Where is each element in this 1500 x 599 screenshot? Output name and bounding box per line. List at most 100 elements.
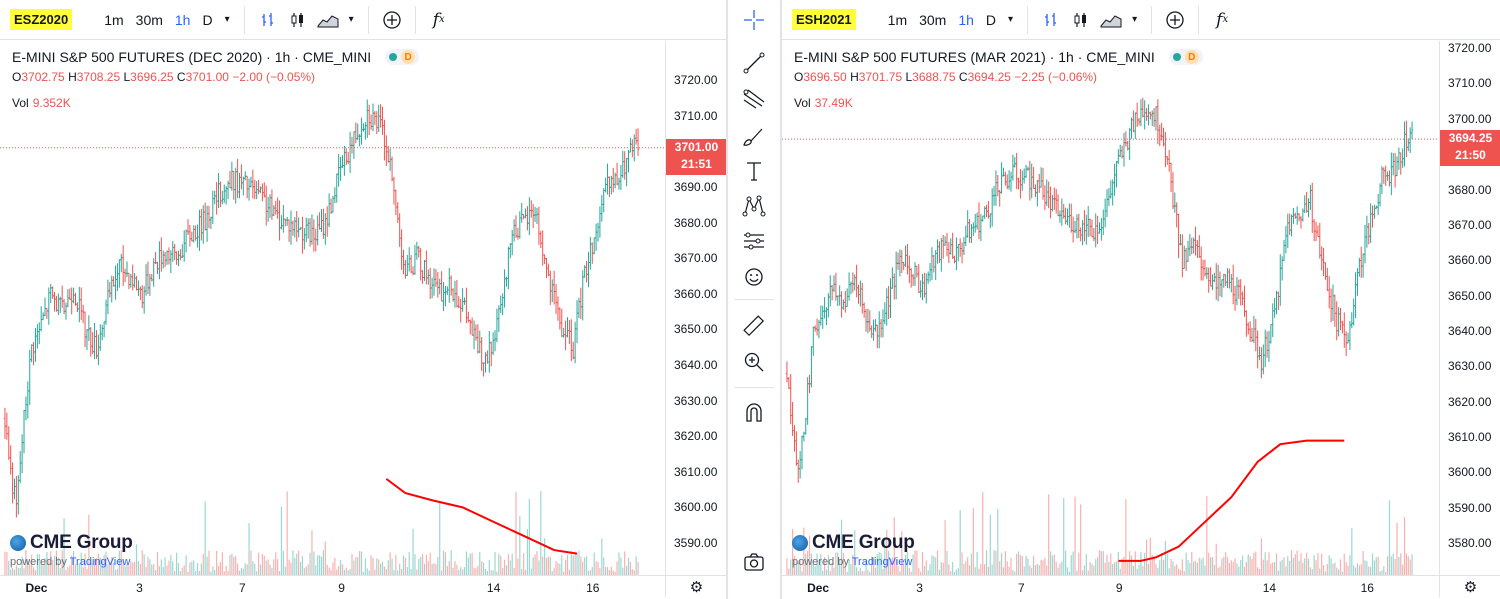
candle xyxy=(1103,198,1107,228)
chevron-down-icon[interactable]: ▾ xyxy=(1008,14,1014,25)
time-axis[interactable]: Dec 3 7 9 14 16 xyxy=(782,575,1439,599)
trend-line-icon[interactable] xyxy=(728,47,780,79)
timeframe-1m[interactable]: 1m xyxy=(104,11,124,28)
candle xyxy=(448,267,451,303)
volume-bar xyxy=(1142,565,1144,575)
crosshair-icon[interactable] xyxy=(728,4,780,36)
chevron-down-icon[interactable]: ▾ xyxy=(348,14,354,25)
candle xyxy=(530,200,533,218)
candle xyxy=(1231,264,1235,305)
cme-logo: CME Group powered by TradingView xyxy=(10,532,133,568)
volume-bar xyxy=(553,568,555,575)
volume-bar xyxy=(1080,504,1082,575)
candle xyxy=(1045,179,1048,206)
candle xyxy=(39,306,43,332)
chevron-down-icon[interactable]: ▾ xyxy=(224,14,230,25)
timeframe-D[interactable]: D xyxy=(985,11,997,28)
chevron-down-icon[interactable]: ▾ xyxy=(1132,14,1138,25)
candle xyxy=(1399,152,1402,175)
timeframe-30m[interactable]: 30m xyxy=(135,11,163,28)
symbol-search-button[interactable]: ESH2021 xyxy=(792,9,856,30)
candle xyxy=(348,131,352,173)
forecast-icon[interactable] xyxy=(728,225,780,257)
volume-bar xyxy=(179,571,181,575)
bar-style-icon[interactable] xyxy=(253,5,283,35)
market-status-badge[interactable]: D xyxy=(385,49,420,65)
camera-icon[interactable] xyxy=(728,546,780,578)
candle xyxy=(362,123,365,132)
candle xyxy=(925,273,928,304)
candle xyxy=(9,445,12,475)
volume-bar xyxy=(275,552,277,575)
candle xyxy=(310,214,314,245)
volume-bar xyxy=(1281,559,1283,575)
time-axis[interactable]: Dec 3 7 9 14 16 xyxy=(0,575,665,599)
volume-bar xyxy=(637,561,639,575)
text-icon[interactable] xyxy=(728,155,780,187)
brush-icon[interactable] xyxy=(728,120,780,152)
volume-bar xyxy=(1187,560,1189,575)
timeframe-D[interactable]: D xyxy=(202,11,213,28)
candle xyxy=(55,295,58,312)
pattern-icon[interactable] xyxy=(728,190,780,222)
candle xyxy=(1288,213,1291,235)
price-axis[interactable]: 3580.00 3590.00 3600.00 3610.00 3620.00 3630.… xyxy=(1439,41,1500,575)
candle xyxy=(1038,174,1041,193)
volume-bar xyxy=(935,557,937,575)
market-status-badge[interactable]: D xyxy=(1168,49,1203,65)
candle xyxy=(891,267,894,289)
volume-bar xyxy=(416,569,418,575)
volume-bar xyxy=(404,557,407,575)
volume-bar xyxy=(385,569,387,575)
volume-bar xyxy=(397,570,399,575)
add-indicator-icon[interactable] xyxy=(377,5,407,35)
price-chart[interactable] xyxy=(782,41,1440,575)
volume-bar xyxy=(31,554,33,575)
volume-bar xyxy=(204,501,206,575)
volume-bar xyxy=(1343,553,1345,575)
gear-icon[interactable]: ⚙ xyxy=(1439,575,1500,597)
timeframe-1h[interactable]: 1h xyxy=(958,11,974,28)
timeframe-1m[interactable]: 1m xyxy=(887,11,908,28)
candle-style-icon[interactable] xyxy=(1066,5,1096,35)
fib-icon[interactable] xyxy=(728,83,780,115)
price-axis[interactable]: 3590.00 3600.00 3610.00 3620.00 3630.00 3640.… xyxy=(665,41,726,575)
candle xyxy=(280,215,283,230)
symbol-search-button[interactable]: ESZ2020 xyxy=(10,9,73,30)
price-tick-label: 3650.00 xyxy=(674,322,718,337)
timeframe-30m[interactable]: 30m xyxy=(919,11,947,28)
volume-bar xyxy=(158,566,161,575)
volume-bar xyxy=(869,571,871,575)
add-indicator-icon[interactable] xyxy=(1160,5,1190,35)
price-chart[interactable] xyxy=(0,41,666,575)
candle xyxy=(1343,312,1346,348)
area-style-icon[interactable] xyxy=(1096,5,1126,35)
volume-bar xyxy=(835,552,837,575)
volume-bar xyxy=(1153,556,1155,575)
emoji-icon[interactable] xyxy=(728,261,780,293)
timeframe-1h[interactable]: 1h xyxy=(174,11,191,28)
magnet-icon[interactable] xyxy=(728,396,780,428)
zoom-in-icon[interactable] xyxy=(728,346,780,378)
candle-style-icon[interactable] xyxy=(283,5,313,35)
candle xyxy=(1169,162,1173,192)
volume-bar xyxy=(1063,497,1065,575)
volume-bar xyxy=(1042,560,1044,575)
ruler-icon[interactable] xyxy=(728,310,780,342)
bar-style-icon[interactable] xyxy=(1036,5,1066,35)
candle xyxy=(836,295,839,307)
volume-bar xyxy=(492,570,494,575)
volume-bar xyxy=(244,563,246,575)
volume-bar xyxy=(288,559,290,575)
gear-icon[interactable]: ⚙ xyxy=(665,575,726,597)
candle xyxy=(1312,219,1316,242)
volume-bar xyxy=(484,568,487,575)
area-style-icon[interactable] xyxy=(313,5,343,35)
candle xyxy=(1258,346,1261,361)
volume-bar xyxy=(1296,550,1298,575)
volume-bar xyxy=(10,569,12,575)
